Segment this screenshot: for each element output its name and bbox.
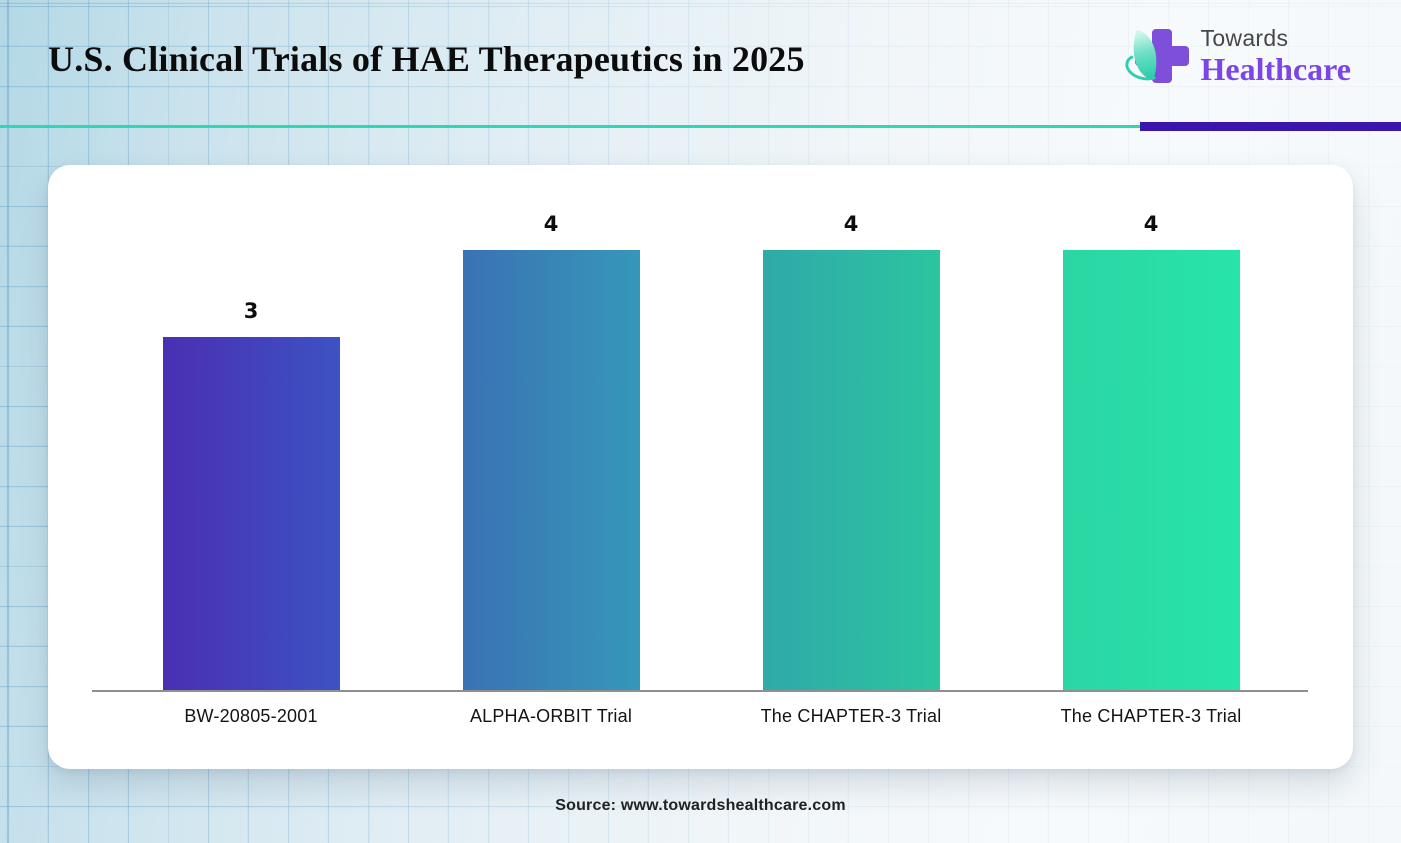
towards-healthcare-logo: Towards Healthcare	[1121, 25, 1351, 87]
x-axis-line	[92, 690, 1308, 692]
bar-value-label: 4	[843, 212, 859, 236]
bar-value-label: 4	[1143, 212, 1159, 236]
bar-value-label: 3	[243, 299, 259, 323]
healthcare-cross-leaf-icon	[1121, 26, 1191, 86]
bar	[762, 250, 940, 690]
x-axis-category-label: The CHAPTER-3 Trial	[1060, 706, 1242, 726]
bar-group: 4	[701, 212, 1001, 690]
x-axis-category-label: ALPHA-ORBIT Trial	[469, 706, 633, 726]
header-divider-purple	[1140, 122, 1401, 131]
bar	[462, 250, 640, 690]
chart-card: 3 4 4 4 BW-20805-2001 ALPHA-ORBIT Trial The C…	[48, 165, 1353, 769]
logo-text-healthcare: Healthcare	[1200, 51, 1351, 87]
x-axis-category-label: BW-20805-2001	[184, 706, 318, 726]
header-divider-teal	[0, 125, 1140, 128]
bar-chart-plot-area: 3 4 4 4	[101, 165, 1301, 690]
page-title: U.S. Clinical Trials of HAE Therapeutics…	[48, 39, 805, 79]
bar-group: 4	[401, 212, 701, 690]
bar-group: 4	[1001, 212, 1301, 690]
logo-text: Towards Healthcare	[1200, 25, 1351, 87]
header: U.S. Clinical Trials of HAE Therapeutics…	[0, 0, 1401, 131]
bar-group: 3	[101, 299, 401, 690]
source-text: Source: www.towardshealthcare.com	[555, 797, 846, 814]
x-axis-labels: BW-20805-2001 ALPHA-ORBIT Trial The CHAPTE…	[101, 706, 1301, 727]
bar	[1062, 250, 1240, 690]
bar	[162, 337, 340, 690]
logo-text-towards: Towards	[1200, 25, 1289, 51]
bar-value-label: 4	[543, 212, 559, 236]
x-axis-category-label: The CHAPTER-3 Trial	[760, 706, 942, 726]
